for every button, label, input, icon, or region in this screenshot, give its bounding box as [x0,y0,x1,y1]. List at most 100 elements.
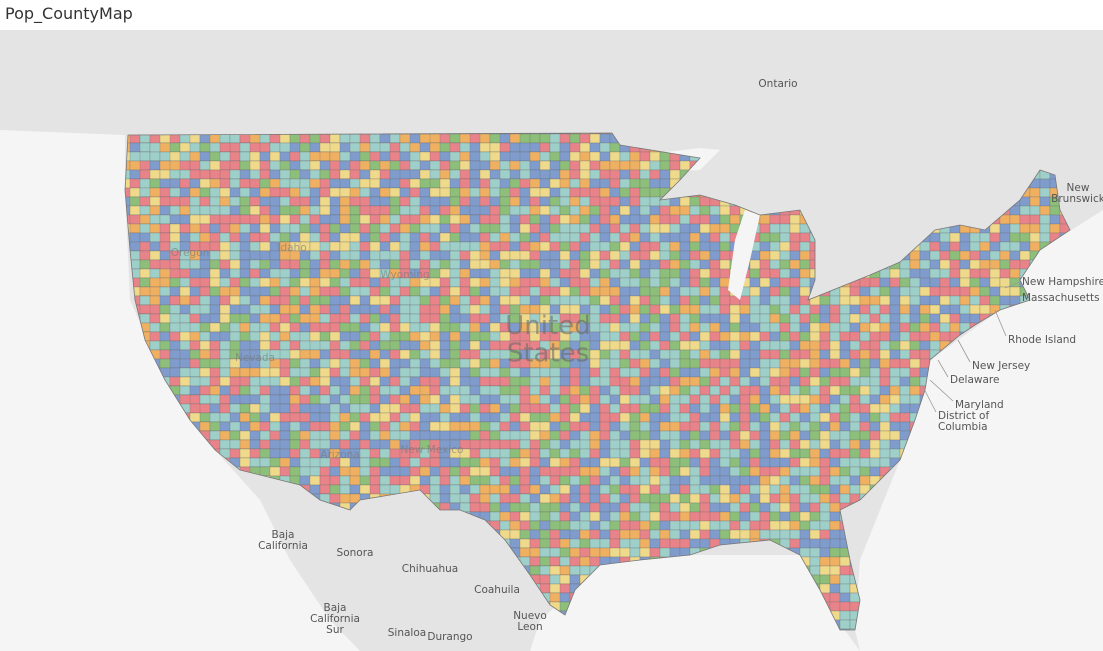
county [619,394,631,405]
county [609,448,621,459]
county [759,493,771,504]
county [889,430,901,441]
county [899,349,911,360]
county [749,493,761,504]
county [679,223,691,234]
county [249,259,261,270]
county [769,268,781,279]
county [679,457,691,468]
county [749,367,761,378]
county [469,340,481,351]
county [619,286,631,297]
county [499,484,511,495]
county [669,376,681,387]
county [339,403,351,414]
county [209,205,221,216]
county [1039,178,1051,189]
county [619,160,631,171]
county [599,493,611,504]
county [859,385,871,396]
county [629,160,641,171]
county [359,358,371,369]
county [769,340,781,351]
county [849,340,861,351]
county [859,457,871,468]
county [209,304,221,315]
county [309,205,321,216]
county [979,304,991,315]
county [899,268,911,279]
county [249,439,261,450]
county [439,304,451,315]
county [659,178,671,189]
county [429,421,441,432]
county [659,439,671,450]
county [709,214,721,225]
county [819,331,831,342]
county [619,430,631,441]
county [649,286,661,297]
county [649,493,661,504]
county [379,457,391,468]
county [1009,232,1021,243]
county [789,286,801,297]
county [669,385,681,396]
county [749,448,761,459]
county [479,502,491,513]
county [649,358,661,369]
county [719,349,731,360]
county [879,376,891,387]
county [489,214,501,225]
county [539,223,551,234]
county [399,286,411,297]
county [979,250,991,261]
county [569,286,581,297]
county [479,214,491,225]
county [189,232,201,243]
county [769,232,781,243]
county [459,268,471,279]
county [799,349,811,360]
county [589,268,601,279]
county [579,241,591,252]
county [779,475,791,486]
county [589,520,601,531]
county [929,241,941,252]
county [429,394,441,405]
county [869,367,881,378]
county [339,178,351,189]
county [839,376,851,387]
county [779,529,791,540]
county [739,484,751,495]
county [789,295,801,306]
county [819,394,831,405]
county [889,367,901,378]
county [679,430,691,441]
county [649,205,661,216]
county [339,169,351,180]
county [569,574,581,585]
county [559,475,571,486]
county [679,466,691,477]
county [469,484,481,495]
county [339,349,351,360]
county [809,448,821,459]
county [579,223,591,234]
county [539,169,551,180]
county [549,151,561,162]
county [859,412,871,423]
county [779,448,791,459]
county [929,268,941,279]
county [139,151,151,162]
county [929,304,941,315]
county [749,331,761,342]
county [699,430,711,441]
county [629,475,641,486]
county [289,295,301,306]
county [799,232,811,243]
county [829,304,841,315]
county [569,241,581,252]
county [559,574,571,585]
county [739,421,751,432]
county [659,367,671,378]
